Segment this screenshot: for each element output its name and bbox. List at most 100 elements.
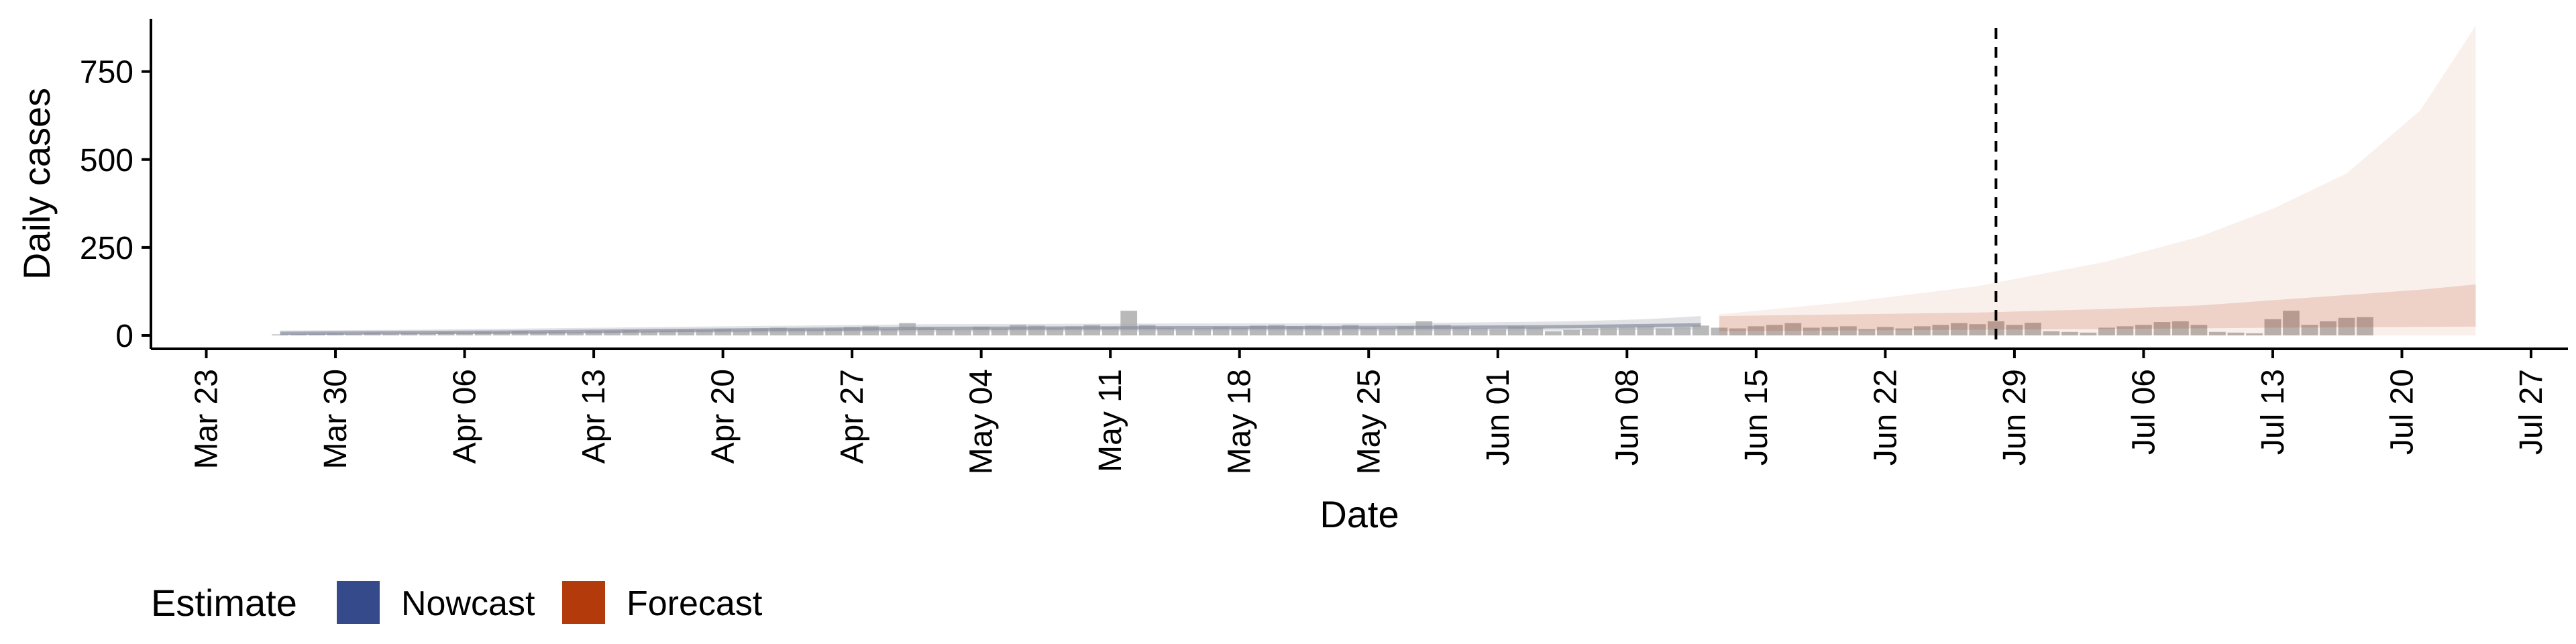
case-bar <box>678 329 694 335</box>
case-bar <box>991 328 1008 335</box>
case-bar <box>2116 326 2134 335</box>
x-tick-label: Jul 06 <box>2126 369 2161 455</box>
legend-label-nowcast: Nowcast <box>401 584 535 623</box>
case-bar <box>1729 328 1746 335</box>
case-bar <box>2098 327 2115 335</box>
case-bar <box>2283 311 2300 335</box>
case-bar <box>2227 332 2245 335</box>
case-bar <box>1711 327 1728 335</box>
case-bar <box>1692 325 1709 335</box>
case-bar <box>1655 328 1672 335</box>
case-bar <box>733 330 750 335</box>
case-bar <box>825 328 843 335</box>
x-tick-label: Apr 13 <box>576 369 612 464</box>
x-tick-label: Jul 27 <box>2514 369 2549 455</box>
case-bar <box>2301 325 2318 335</box>
case-bar <box>954 329 971 335</box>
case-bar <box>2006 325 2023 335</box>
case-bar <box>1821 327 1839 335</box>
case-bar <box>1581 328 1599 335</box>
case-bar <box>1452 327 1470 335</box>
forecast-90-band <box>1719 25 2476 335</box>
case-bar <box>419 333 436 335</box>
case-bar <box>1950 323 1968 335</box>
case-bar <box>1120 311 1138 335</box>
legend-swatch-forecast <box>562 581 605 624</box>
case-bar <box>1526 327 1544 335</box>
case-bar <box>1839 326 1857 335</box>
case-bar <box>1175 329 1193 335</box>
x-tick-label: Jun 08 <box>1609 369 1645 466</box>
case-bar <box>1988 321 2004 335</box>
case-bar <box>1360 327 1377 335</box>
case-bar <box>456 332 473 335</box>
y-axis-title: Daily cases <box>15 88 58 280</box>
x-axis-title: Date <box>1320 493 1399 535</box>
case-bar <box>622 330 639 335</box>
case-bar <box>1046 327 1064 335</box>
case-bar <box>1748 326 1765 335</box>
case-bar <box>659 330 676 335</box>
case-bar <box>788 329 806 335</box>
y-axis-ticks: 0 250 500 750 <box>80 55 151 354</box>
case-bar <box>936 329 953 335</box>
x-axis-ticks: Mar 23 Mar 30 Apr 06 Apr 13 Apr 20 Apr 27 May … <box>189 349 2549 474</box>
case-bar <box>1674 327 1691 335</box>
case-bar <box>1637 326 1654 335</box>
case-bar <box>1379 328 1396 335</box>
case-bar <box>2264 319 2282 335</box>
y-tick-label: 500 <box>80 143 133 178</box>
case-bar <box>548 331 566 335</box>
case-bar <box>382 333 399 335</box>
case-bar <box>567 332 584 335</box>
x-tick-label: Jun 29 <box>1997 369 2033 466</box>
case-bar <box>1600 327 1617 335</box>
x-tick-label: Jul 13 <box>2255 369 2291 455</box>
case-bar <box>1489 329 1507 335</box>
case-bar <box>2209 331 2226 335</box>
legend-label-forecast: Forecast <box>627 584 763 623</box>
case-bar <box>2357 317 2373 335</box>
case-bar <box>1895 328 1913 335</box>
case-bar <box>604 331 621 335</box>
case-bar <box>2153 322 2171 335</box>
case-bar <box>2080 332 2097 335</box>
case-bar <box>585 331 602 335</box>
case-bar <box>1563 329 1580 335</box>
case-bar <box>917 327 934 335</box>
y-tick-label: 250 <box>80 231 133 266</box>
x-tick-label: Jun 22 <box>1868 369 1903 466</box>
x-tick-label: May 25 <box>1351 369 1387 474</box>
case-bar <box>1784 323 1802 335</box>
x-tick-label: Jun 15 <box>1739 369 1774 466</box>
y-tick-label: 750 <box>80 55 133 91</box>
case-bar <box>345 333 362 335</box>
case-bar <box>1766 325 1783 335</box>
legend-swatch-nowcast <box>337 581 380 624</box>
x-tick-label: May 11 <box>1093 369 1128 472</box>
case-bar <box>751 328 769 335</box>
case-bar <box>714 329 731 335</box>
x-tick-label: Mar 30 <box>318 369 354 469</box>
case-bar <box>2025 323 2041 335</box>
case-bar <box>2043 331 2060 335</box>
forecast-50-band <box>1719 284 2476 331</box>
case-bar <box>1803 327 1820 335</box>
legend-title: Estimate <box>151 582 297 624</box>
case-bar <box>1858 329 1876 335</box>
case-bar <box>2172 321 2189 335</box>
x-tick-label: May 04 <box>964 369 1000 474</box>
x-tick-label: Apr 27 <box>835 369 870 464</box>
case-bar <box>2135 325 2152 335</box>
x-tick-label: May 18 <box>1222 369 1258 474</box>
case-bar <box>493 332 510 335</box>
nowcast-median-line <box>280 323 1701 335</box>
case-bar <box>2190 325 2208 335</box>
case-bar <box>272 334 288 335</box>
case-bar <box>2338 317 2355 335</box>
x-tick-label: Jul 20 <box>2384 369 2420 455</box>
x-tick-label: Jun 01 <box>1481 369 1516 466</box>
case-bar <box>806 329 824 335</box>
case-bar <box>530 331 547 335</box>
